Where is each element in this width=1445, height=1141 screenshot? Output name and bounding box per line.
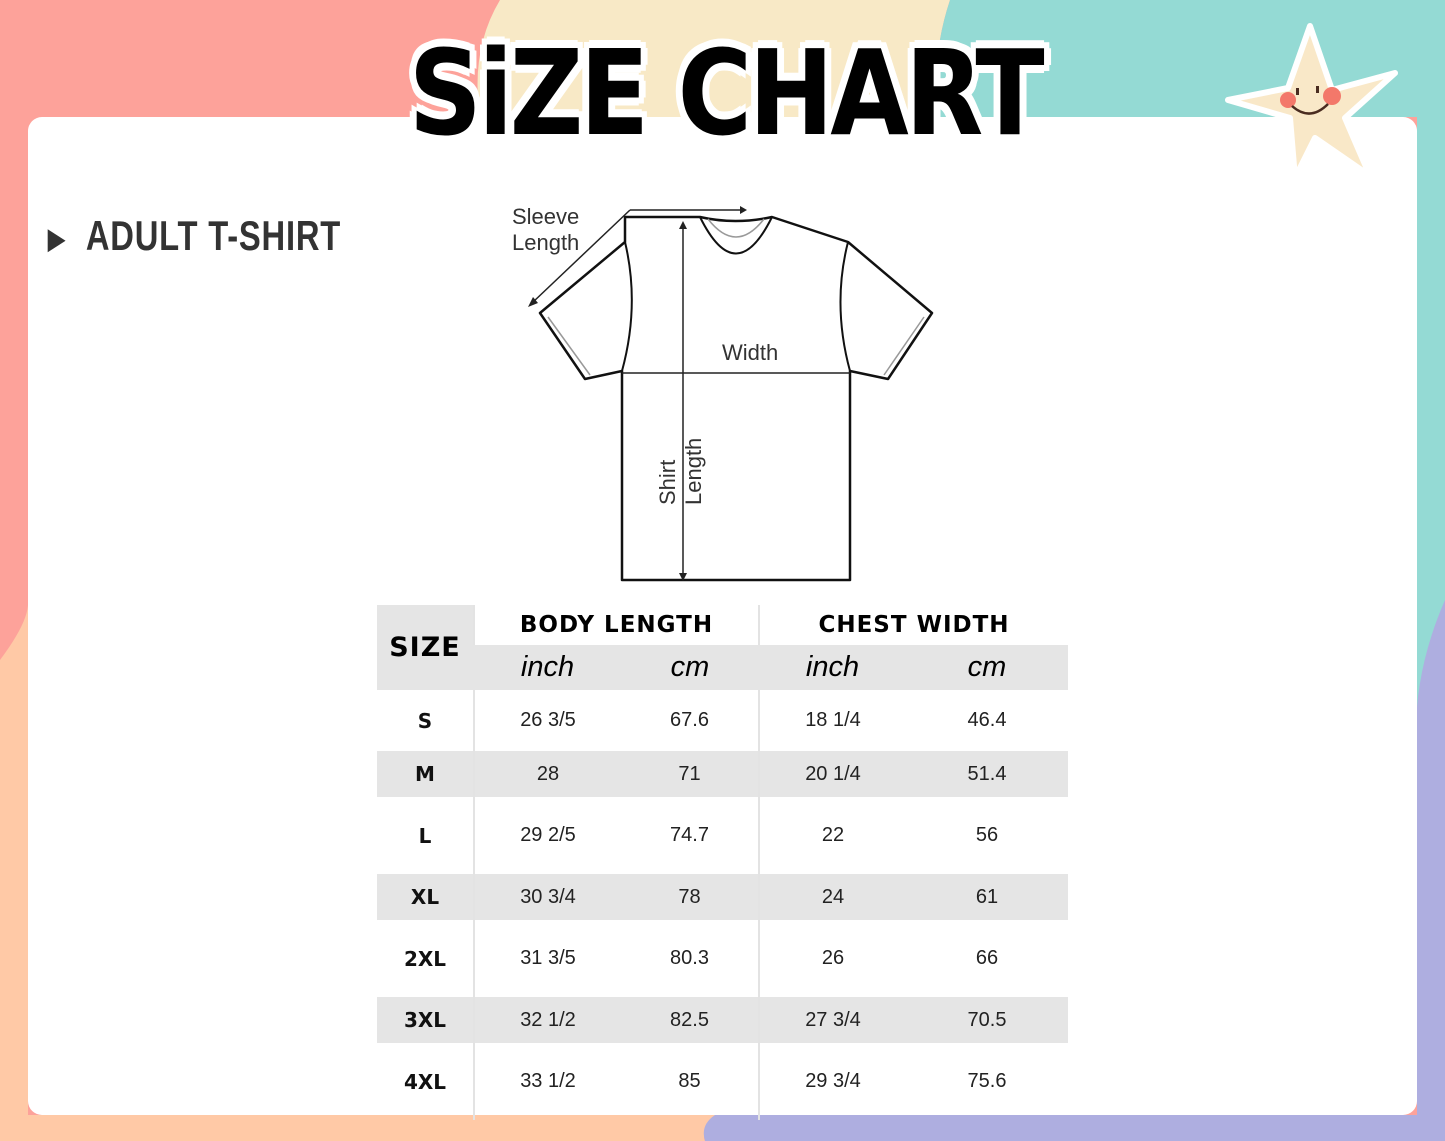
measurement-cell: 22 <box>758 797 906 874</box>
size-cell: 2XL <box>403 946 447 971</box>
measurement-cell: 51.4 <box>906 751 1068 797</box>
measurement-cell: 29 3/4 <box>758 1043 906 1120</box>
unit-header: cm <box>621 645 759 690</box>
shirt-length-label: Shirt <box>655 460 680 505</box>
unit-header: inch <box>759 645 906 690</box>
page-title: SiZE CHART <box>407 24 1045 162</box>
size-cell: XL <box>377 874 474 920</box>
table-row: XL 30 3/4 78 24 61 <box>377 874 1068 920</box>
measurement-cell: 24 <box>758 874 906 920</box>
measurement-cell: 29 2/5 <box>473 797 621 874</box>
table-row: 2XL 31 3/5 80.3 26 66 <box>377 920 1068 997</box>
chest-width-header: CHEST WIDTH <box>758 605 1068 645</box>
sleeve-length-label-2: Length <box>512 230 579 255</box>
measurement-cell: 28 <box>473 751 621 797</box>
table-row: S 26 3/5 67.6 18 1/4 46.4 <box>377 690 1068 751</box>
shirt-length-label-2: Length <box>681 438 706 505</box>
measurement-cell: 56 <box>975 824 999 846</box>
measurement-cell: 32 1/2 <box>473 997 621 1043</box>
measurement-cell: 46.4 <box>967 709 1007 731</box>
tshirt-diagram: Sleeve Length Width Shirt Length <box>512 204 934 582</box>
sleeve-length-label: Sleeve <box>512 204 579 229</box>
unit-header: inch <box>474 645 621 690</box>
size-header: SIZE <box>377 605 474 690</box>
width-label: Width <box>722 340 778 365</box>
measurement-cell: 27 3/4 <box>758 997 906 1043</box>
size-cell: 4XL <box>403 1069 447 1094</box>
measurement-cell: 20 1/4 <box>758 751 906 797</box>
measurement-cell: 70.5 <box>906 997 1068 1043</box>
measurement-cell: 80.3 <box>670 947 709 969</box>
triangle-bullet-icon: ▶ <box>48 223 66 255</box>
star-mascot-icon <box>1225 23 1398 181</box>
measurement-cell: 33 1/2 <box>473 1043 621 1120</box>
table-row: L 29 2/5 74.7 22 56 <box>377 797 1068 874</box>
unit-header: cm <box>906 645 1068 690</box>
measurement-cell: 75.6 <box>967 1070 1007 1092</box>
measurement-cell: 82.5 <box>621 997 759 1043</box>
measurement-cell: 67.6 <box>670 709 709 731</box>
measurement-cell: 18 1/4 <box>758 690 906 751</box>
measurement-cell: 78 <box>621 874 759 920</box>
size-cell: S <box>417 708 433 733</box>
body-length-header: BODY LENGTH <box>473 605 759 645</box>
measurement-cell: 61 <box>906 874 1068 920</box>
measurement-cell: 31 3/5 <box>473 920 621 997</box>
measurement-cell: 30 3/4 <box>473 874 621 920</box>
measurement-cell: 71 <box>621 751 759 797</box>
size-cell: L <box>418 823 432 848</box>
product-heading: ▶ ADULT T-SHIRT <box>48 212 341 260</box>
product-heading-text: ADULT T-SHIRT <box>85 212 342 259</box>
table-row: M 28 71 20 1/4 51.4 <box>377 751 1068 797</box>
size-table: SIZE BODY LENGTH CHEST WIDTH inch cm inc… <box>377 605 1068 1120</box>
table-row: 3XL 32 1/2 82.5 27 3/4 70.5 <box>377 997 1068 1043</box>
table-row: 4XL 33 1/2 85 29 3/4 75.6 <box>377 1043 1068 1120</box>
measurement-cell: 85 <box>678 1070 701 1092</box>
measurement-cell: 74.7 <box>670 824 709 846</box>
size-cell: M <box>377 751 474 797</box>
measurement-cell: 26 <box>758 920 906 997</box>
measurement-cell: 26 3/5 <box>473 690 621 751</box>
measurement-cell: 66 <box>975 947 999 969</box>
size-cell: 3XL <box>377 997 474 1043</box>
